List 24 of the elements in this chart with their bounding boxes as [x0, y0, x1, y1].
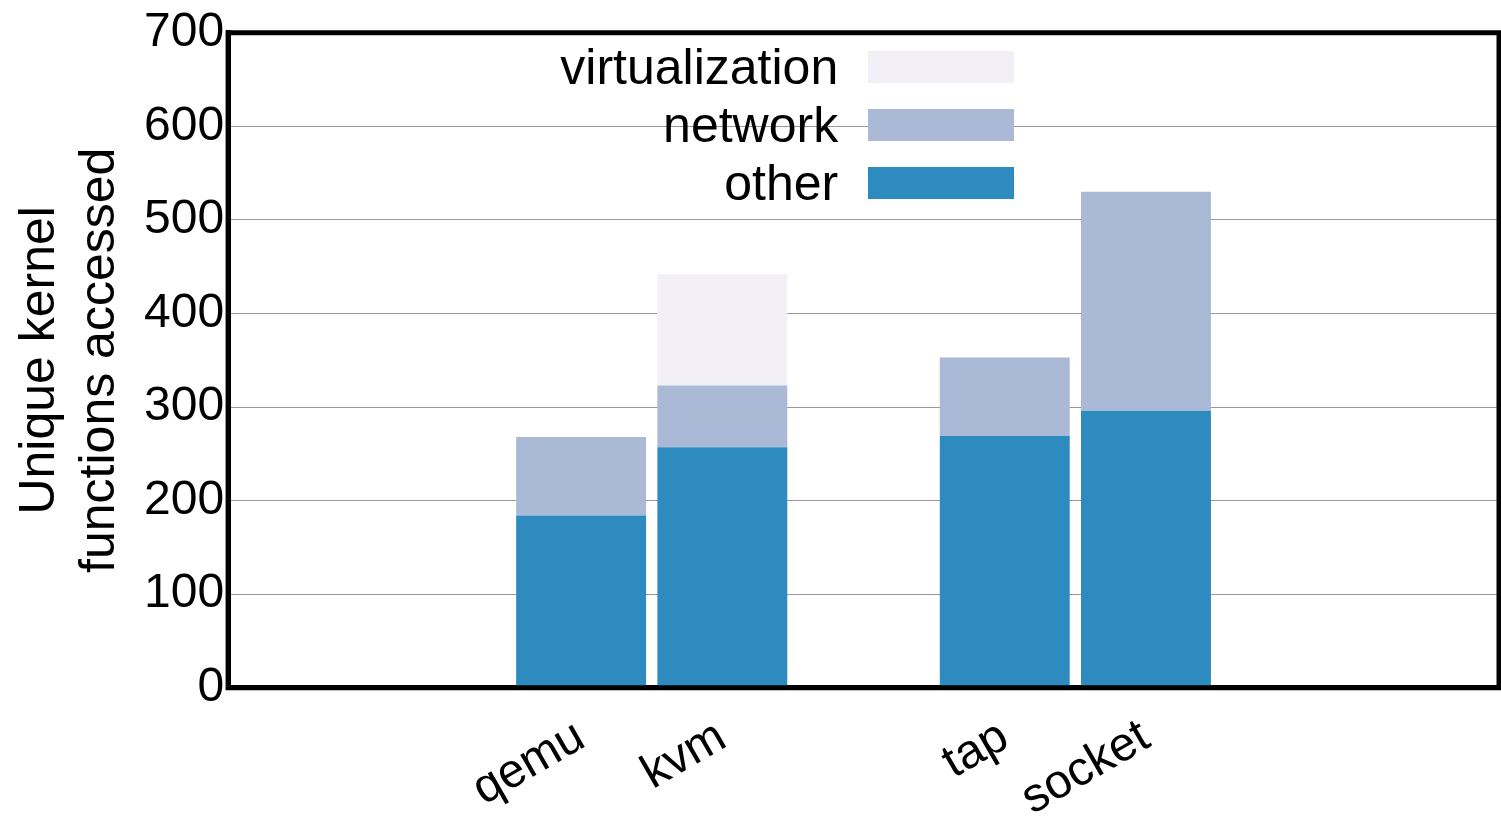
bar — [1081, 191, 1211, 411]
bar — [657, 447, 788, 688]
y-axis-title: Unique kernel functions accessed — [8, 147, 125, 573]
y-tick-label: 400 — [143, 283, 225, 337]
bar — [516, 515, 647, 688]
y-tick-label: 700 — [143, 3, 225, 57]
y-tick-label: 200 — [143, 470, 225, 524]
x-tick-label: tap — [932, 707, 1017, 788]
y-tick-label: 500 — [143, 190, 225, 244]
y-tick-label: 300 — [143, 377, 225, 431]
bar — [1081, 410, 1211, 688]
legend-label: virtualization — [560, 37, 839, 96]
bar — [657, 274, 788, 386]
y-tick-label: 100 — [143, 564, 225, 618]
bar — [939, 436, 1070, 688]
legend-label: other — [724, 153, 839, 212]
x-tick-label: kvm — [631, 707, 734, 798]
bar — [516, 437, 647, 516]
x-tick-label: qemu — [462, 707, 593, 814]
legend-label: network — [663, 95, 839, 154]
bar — [939, 357, 1070, 437]
y-tick-label: 0 — [197, 657, 225, 711]
y-tick-label: 600 — [143, 96, 225, 150]
bar — [657, 385, 788, 448]
